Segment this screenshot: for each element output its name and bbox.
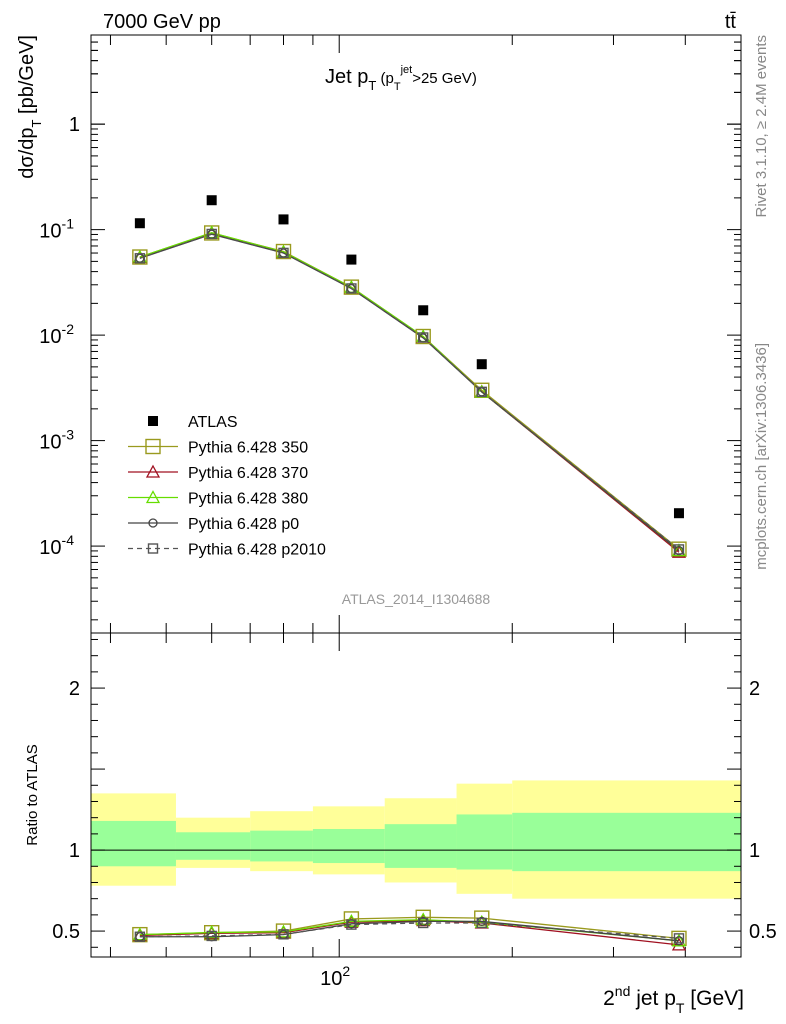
data-point-ratio bbox=[134, 931, 146, 942]
data-point-ratio bbox=[673, 933, 685, 944]
y-tick-label-main: 1 bbox=[69, 114, 80, 136]
data-point-main bbox=[206, 195, 217, 206]
band-inner-bin bbox=[456, 814, 513, 870]
legend-marker bbox=[145, 490, 161, 504]
header-right: tt̄ bbox=[725, 11, 737, 33]
legend-label: Pythia 6.428 370 bbox=[188, 465, 308, 482]
rivet-version-label: Rivet 3.1.10, ≥ 2.4M events bbox=[753, 35, 770, 218]
data-point-main bbox=[418, 305, 429, 316]
y-tick-label-main: 10-1 bbox=[39, 216, 74, 243]
labels: 10-4 10-3 10-2 10-1 1 102 0.5 0.5 1 1 2 2 7000 GeV p… bbox=[16, 11, 777, 1016]
legend-marker bbox=[147, 543, 159, 554]
y-tick-label-main: 10-4 bbox=[39, 532, 74, 559]
ratio-line-3 bbox=[139, 920, 680, 942]
legend-marker bbox=[148, 416, 158, 426]
ratio-plot-frame bbox=[90, 632, 742, 958]
data-series bbox=[132, 195, 687, 951]
legend-marker bbox=[145, 464, 161, 478]
data-point-main bbox=[206, 228, 217, 240]
data-point-main bbox=[346, 254, 357, 265]
y-tick-label-ratio: 1 bbox=[69, 840, 80, 862]
x-axis-label: 2nd jet pT [GeV] bbox=[603, 983, 744, 1016]
series-line-5 bbox=[139, 233, 680, 550]
data-point-main bbox=[671, 543, 687, 557]
data-point-ratio bbox=[206, 930, 217, 942]
mcplots-source-label: mcplots.cern.ch [arXiv:1306.3436] bbox=[753, 343, 770, 570]
legend-label: Pythia 6.428 p0 bbox=[188, 516, 299, 533]
legend-marker bbox=[145, 438, 161, 455]
data-point-main bbox=[673, 544, 685, 555]
band-inner-bin bbox=[312, 829, 385, 864]
plot-frames bbox=[90, 34, 742, 958]
data-point-main bbox=[134, 218, 145, 229]
band-inner-bin bbox=[512, 812, 741, 872]
data-point-main bbox=[346, 283, 357, 294]
ratio-bands bbox=[91, 780, 741, 899]
analysis-id-watermark: ATLAS_2014_I1304688 bbox=[342, 591, 491, 607]
ratio-line-4 bbox=[139, 922, 680, 940]
y-tick-label-ratio-right: 0.5 bbox=[749, 921, 777, 943]
legend-marker bbox=[148, 518, 158, 528]
band-inner-bin bbox=[175, 832, 251, 860]
data-point-main bbox=[671, 544, 687, 558]
y-axis-label-main: dσ/dpT [pb/GeV] bbox=[16, 35, 44, 179]
y-tick-label-main: 10-3 bbox=[39, 427, 74, 454]
y-tick-label-ratio-right: 1 bbox=[749, 840, 760, 862]
y-axis-label-ratio: Ratio to ATLAS bbox=[24, 744, 41, 845]
y-tick-label-ratio-right: 2 bbox=[749, 678, 760, 700]
data-point-main bbox=[673, 508, 684, 519]
data-point-main bbox=[278, 247, 289, 259]
data-point-main bbox=[418, 332, 429, 343]
band-inner-bin bbox=[384, 824, 457, 868]
legend-label: ATLAS bbox=[188, 414, 238, 431]
data-point-main bbox=[278, 214, 289, 225]
legend-label: Pythia 6.428 p2010 bbox=[188, 542, 326, 559]
legend: ATLAS Pythia 6.428 350 Pythia 6.428 370 Pyt… bbox=[128, 414, 326, 559]
axis-ticks bbox=[91, 34, 742, 957]
x-tick-label: 102 bbox=[320, 963, 350, 990]
data-point-main bbox=[134, 253, 146, 264]
legend-label: Pythia 6.428 380 bbox=[188, 491, 308, 508]
data-point-ratio bbox=[278, 929, 289, 940]
band-inner-bin bbox=[91, 820, 176, 867]
data-point-ratio bbox=[476, 917, 487, 929]
legend-label: Pythia 6.428 350 bbox=[188, 440, 308, 457]
data-point-ratio bbox=[346, 919, 357, 930]
data-point-main bbox=[476, 386, 487, 398]
y-tick-label-main: 10-2 bbox=[39, 321, 74, 348]
data-point-main bbox=[275, 243, 292, 260]
y-tick-label-ratio: 0.5 bbox=[52, 921, 80, 943]
band-inner-bin bbox=[250, 830, 313, 862]
data-point-main bbox=[476, 359, 487, 370]
plot-title: Jet pT (pTjet>25 GeV) bbox=[325, 64, 477, 93]
header-left: 7000 GeV pp bbox=[103, 11, 221, 33]
data-point-ratio bbox=[418, 917, 429, 929]
y-tick-label-ratio: 2 bbox=[69, 678, 80, 700]
